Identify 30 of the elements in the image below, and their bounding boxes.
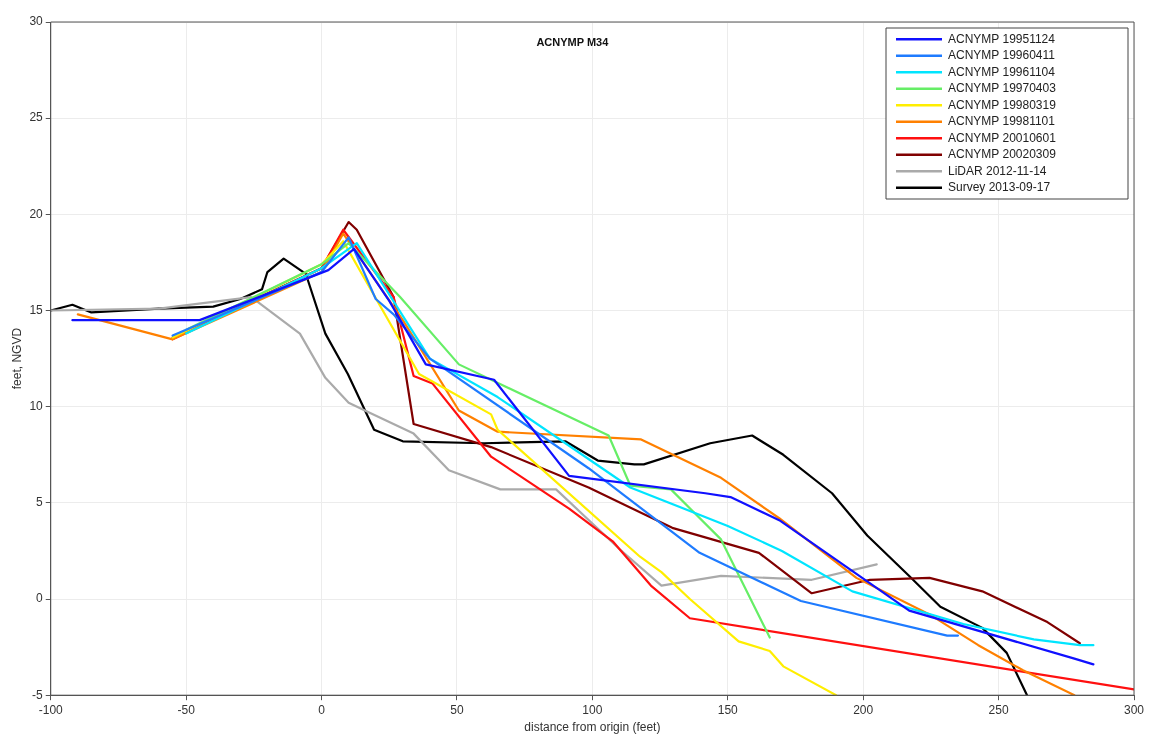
legend-label: ACNYMP 19981101: [948, 114, 1056, 129]
y-tick-label: 5: [36, 495, 44, 510]
x-tick-label: 300: [1123, 702, 1145, 717]
x-tick-label: 200: [853, 702, 874, 717]
x-tick-label: -50: [177, 702, 196, 717]
legend-label: ACNYMP 19970403: [948, 81, 1057, 96]
legend-label: ACNYMP 19980319: [948, 97, 1057, 112]
y-tick-label: 15: [29, 302, 44, 317]
y-tick-label: 0: [36, 591, 44, 606]
legend-label: LiDAR 2012-11-14: [948, 163, 1047, 178]
y-tick-label: -5: [32, 687, 44, 702]
y-axis-title: feet, NGVD: [9, 327, 24, 390]
legend-label: ACNYMP 20020309: [948, 147, 1057, 162]
text: ACNYMP M34: [536, 35, 610, 48]
x-tick-label: -100: [38, 702, 64, 717]
legend-label: ACNYMP 19960411: [948, 48, 1056, 63]
x-tick-label: 250: [988, 702, 1009, 717]
y-tick-label: 30: [29, 14, 44, 29]
legend-label: ACNYMP 20010601: [948, 130, 1057, 145]
y-tick-label: 20: [29, 206, 44, 221]
x-tick-label: 150: [717, 702, 739, 717]
legend-label: Survey 2013-09-17: [948, 180, 1051, 195]
y-tick-label: 10: [29, 399, 44, 413]
x-tick-label: 0: [318, 702, 326, 717]
legend-label: ACNYMP 19951124: [948, 31, 1056, 46]
x-tick-label: 50: [450, 702, 464, 717]
y-tick-label: 25: [29, 110, 44, 125]
legend-label: ACNYMP 19961104: [948, 64, 1056, 79]
x-tick-label: 100: [582, 702, 603, 717]
x-axis-title: distance from origin (feet): [524, 720, 661, 735]
